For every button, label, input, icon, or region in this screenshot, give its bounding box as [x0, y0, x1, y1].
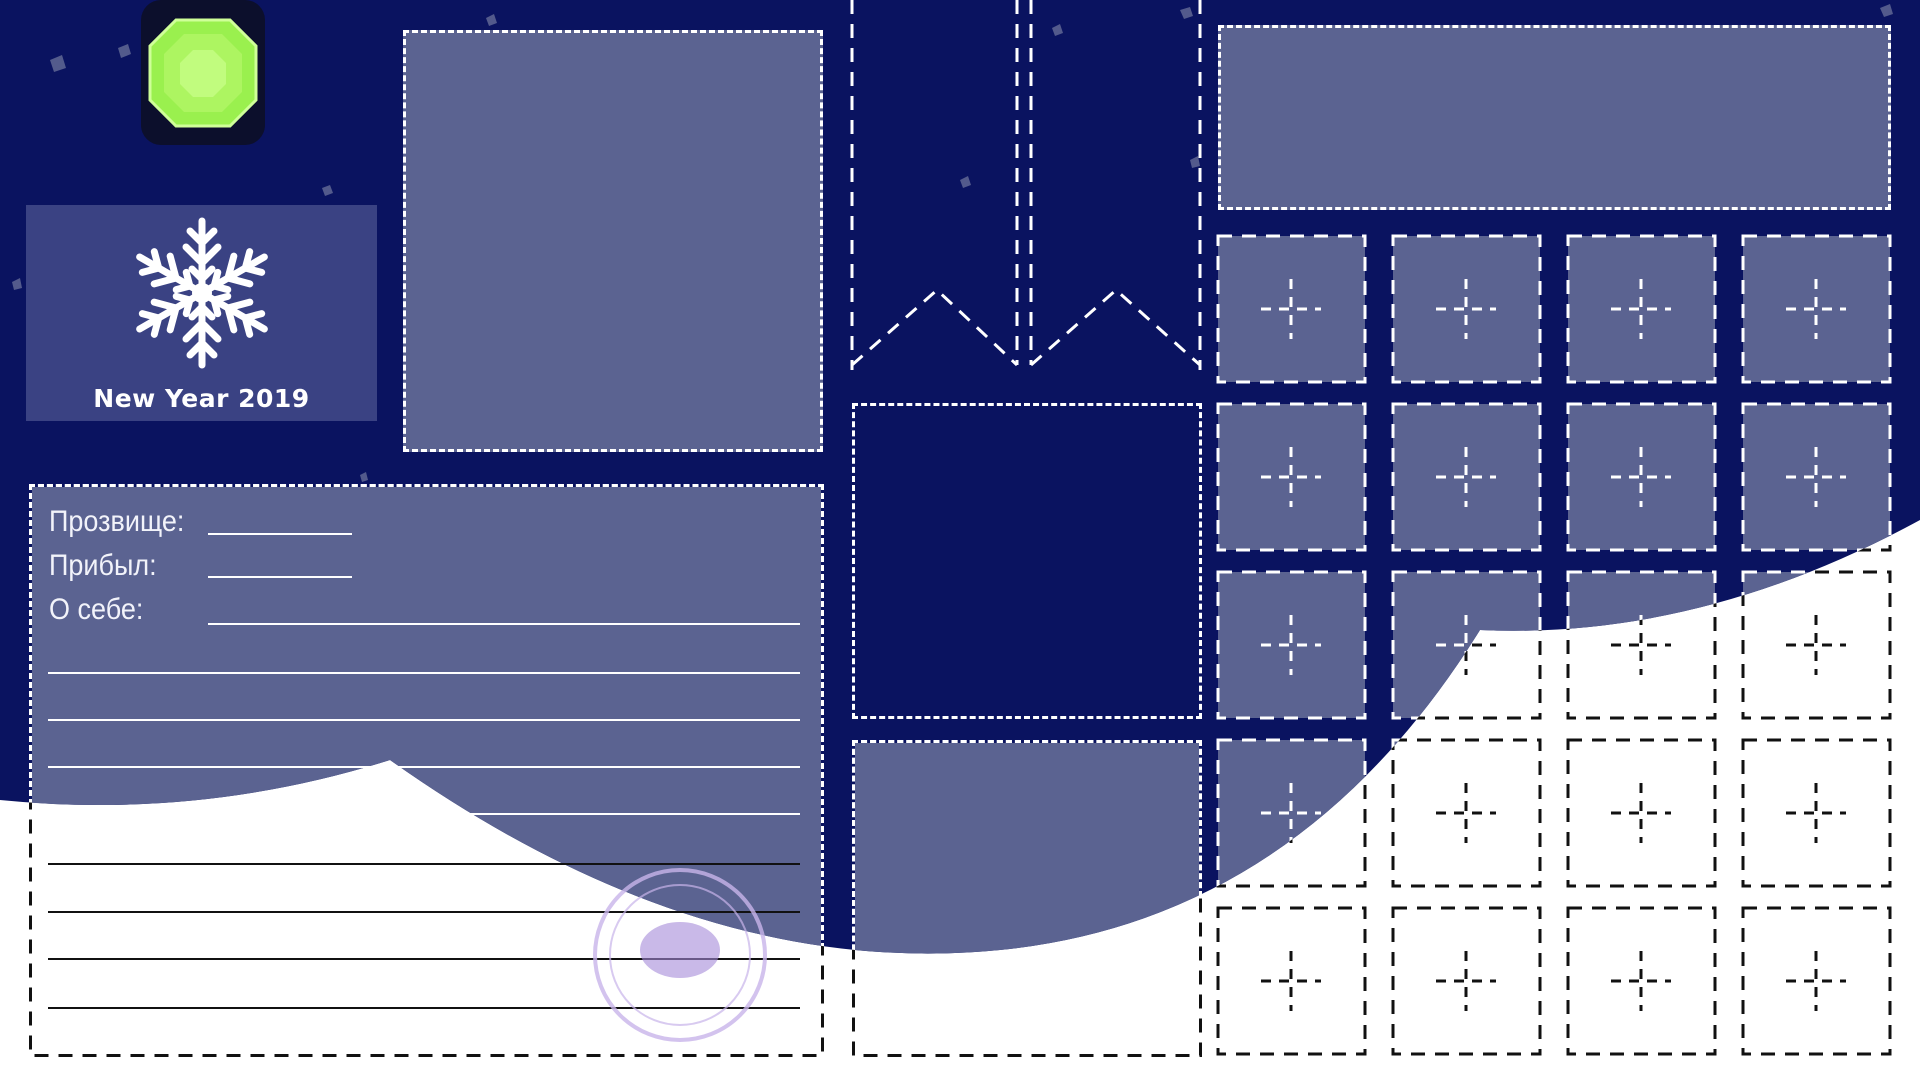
about-line[interactable] — [48, 766, 800, 768]
snowflake-icon — [122, 217, 282, 373]
about-label: О себе: — [49, 593, 144, 626]
about-line[interactable] — [48, 1007, 800, 1009]
about-line[interactable] — [48, 719, 800, 721]
watermark-seal — [593, 868, 767, 1042]
new-year-badge: New Year 2019 — [26, 205, 377, 421]
badge-title: New Year 2019 — [93, 384, 310, 413]
about-line[interactable] — [48, 813, 800, 815]
about-field[interactable] — [208, 623, 800, 625]
about-line[interactable] — [48, 958, 800, 960]
photo-frame[interactable] — [403, 30, 823, 452]
gem-icon — [141, 0, 265, 145]
banner-frame[interactable] — [1218, 25, 1891, 210]
about-line[interactable] — [48, 911, 800, 913]
arrived-field[interactable] — [208, 576, 352, 578]
about-line[interactable] — [48, 863, 800, 865]
arrived-label: Прибыл: — [49, 549, 157, 582]
nickname-label: Прозвище: — [49, 505, 185, 538]
middle-frame[interactable] — [852, 403, 1202, 719]
nickname-field[interactable] — [208, 533, 352, 535]
about-line[interactable] — [48, 672, 800, 674]
